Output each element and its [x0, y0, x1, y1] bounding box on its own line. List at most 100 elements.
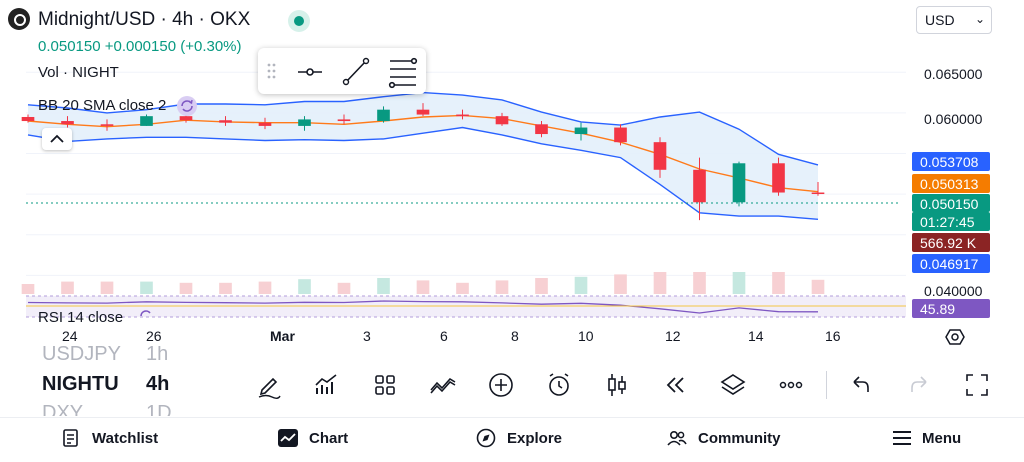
trend-line-tool-icon[interactable] — [342, 57, 370, 86]
candle-body — [456, 114, 469, 117]
volume-bar — [495, 280, 509, 294]
candle — [61, 116, 74, 128]
bollinger-basis-line — [27, 114, 819, 193]
candle — [772, 157, 785, 196]
nav-watchlist[interactable]: Watchlist — [92, 430, 159, 447]
fullscreen-icon[interactable] — [962, 370, 992, 400]
layers-icon[interactable] — [718, 370, 748, 400]
candle-body — [179, 116, 193, 121]
current-symbol[interactable]: NIGHTU — [42, 373, 119, 395]
volume-bar — [140, 281, 153, 294]
bb-lower-price-badge: 0.046917 — [912, 254, 990, 273]
time-axis-tick: 10 — [578, 328, 594, 344]
volume-indicator-label[interactable]: Vol · NIGHT — [38, 64, 119, 81]
candle-body — [574, 127, 588, 135]
more-icon[interactable] — [776, 370, 806, 400]
candle-body — [535, 124, 548, 135]
prev-symbol[interactable]: USDJPY — [42, 346, 121, 365]
fib-retracement-tool-icon[interactable] — [388, 57, 418, 89]
candle — [653, 137, 667, 178]
symbol-logo — [8, 8, 30, 30]
volume-bar — [416, 280, 430, 294]
currency-select[interactable]: USD ⌄ — [916, 6, 992, 34]
alert-clock-icon[interactable] — [544, 370, 574, 400]
candle — [693, 157, 706, 221]
bb-basis-price-badge: 0.050313 — [912, 174, 990, 193]
candle — [456, 109, 469, 120]
symbol-title[interactable]: Midnight/USD · 4h · OKX — [38, 9, 251, 30]
candle — [377, 106, 390, 123]
compare-icon[interactable] — [428, 370, 458, 400]
candle — [811, 181, 825, 196]
nav-community[interactable]: Community — [698, 430, 781, 447]
add-icon[interactable] — [486, 370, 516, 400]
indicators-icon[interactable] — [312, 370, 342, 400]
drawing-toolbar — [258, 48, 426, 94]
community-icon[interactable] — [666, 428, 688, 448]
replay-icon[interactable] — [660, 370, 690, 400]
rsi-value-badge: 45.89 — [912, 299, 990, 318]
nav-explore[interactable]: Explore — [507, 430, 563, 447]
bb-indicator-label[interactable]: BB 20 SMA close 2 — [38, 96, 197, 116]
refresh-icon[interactable] — [136, 306, 156, 320]
candle-body — [495, 116, 509, 125]
refresh-icon[interactable] — [176, 96, 197, 116]
time-axis-tick: Mar — [270, 328, 295, 344]
volume-bar — [614, 274, 627, 294]
next-symbol[interactable]: DXY — [42, 402, 84, 416]
nav-chart[interactable]: Chart — [309, 430, 349, 447]
candle — [298, 116, 311, 131]
menu-icon[interactable] — [891, 428, 913, 448]
next-timeframe[interactable]: 1D — [146, 402, 172, 416]
volume-bar — [653, 272, 667, 294]
time-axis-tick: 26 — [146, 328, 162, 344]
bottom-nav — [0, 417, 1024, 462]
candle — [495, 112, 509, 126]
nav-menu[interactable]: Menu — [922, 430, 962, 447]
volume-bar — [100, 281, 114, 294]
market-status-dot — [288, 10, 310, 32]
volume-bar — [219, 282, 232, 294]
compass-icon[interactable] — [475, 428, 497, 448]
candles — [21, 103, 825, 221]
candle-body — [21, 116, 35, 122]
volume-bar — [456, 282, 469, 294]
candle — [535, 121, 548, 138]
horizontal-line-tool-icon[interactable] — [298, 68, 322, 76]
candle-body — [653, 142, 667, 170]
price-axis-tick: 0.065000 — [924, 66, 983, 82]
candle-body — [416, 109, 430, 115]
rsi-indicator-label[interactable]: RSI 14 close — [38, 309, 124, 326]
chevron-down-icon: ⌄ — [974, 12, 985, 26]
watchlist-icon[interactable] — [60, 428, 82, 448]
undo-icon[interactable] — [846, 370, 876, 400]
time-axis-tick: 3 — [363, 328, 371, 344]
candle — [416, 103, 430, 117]
symbol-wheel[interactable]: USDJPY 1h NIGHTU 4h DXY 1D — [40, 346, 178, 416]
chart-icon[interactable] — [277, 428, 299, 448]
candle — [732, 161, 746, 207]
candle-body — [100, 124, 114, 126]
redo-icon[interactable] — [904, 370, 934, 400]
price-change-readout: 0.050150 +0.000150 (+0.30%) — [38, 38, 242, 55]
volume-bar — [811, 279, 825, 294]
volume-bar — [61, 281, 74, 294]
candles-icon[interactable] — [602, 370, 632, 400]
volume-bar — [337, 282, 351, 294]
candle — [574, 122, 588, 141]
volume-bar — [772, 272, 785, 294]
time-axis-tick: 8 — [511, 328, 519, 344]
rsi-line — [27, 300, 819, 314]
chart-settings-icon[interactable] — [944, 326, 966, 348]
current-timeframe[interactable]: 4h — [146, 373, 170, 395]
grid-icon[interactable] — [370, 370, 400, 400]
candle-body — [298, 119, 311, 126]
bb-upper-price-badge: 0.053708 — [912, 152, 990, 171]
prev-timeframe[interactable]: 1h — [146, 346, 169, 365]
volume-bar — [179, 282, 193, 294]
collapse-legend-button[interactable] — [42, 128, 72, 150]
pencil-icon[interactable] — [254, 370, 284, 400]
last-price-badge: 0.050150 — [912, 194, 990, 212]
volume-bar — [574, 276, 588, 294]
